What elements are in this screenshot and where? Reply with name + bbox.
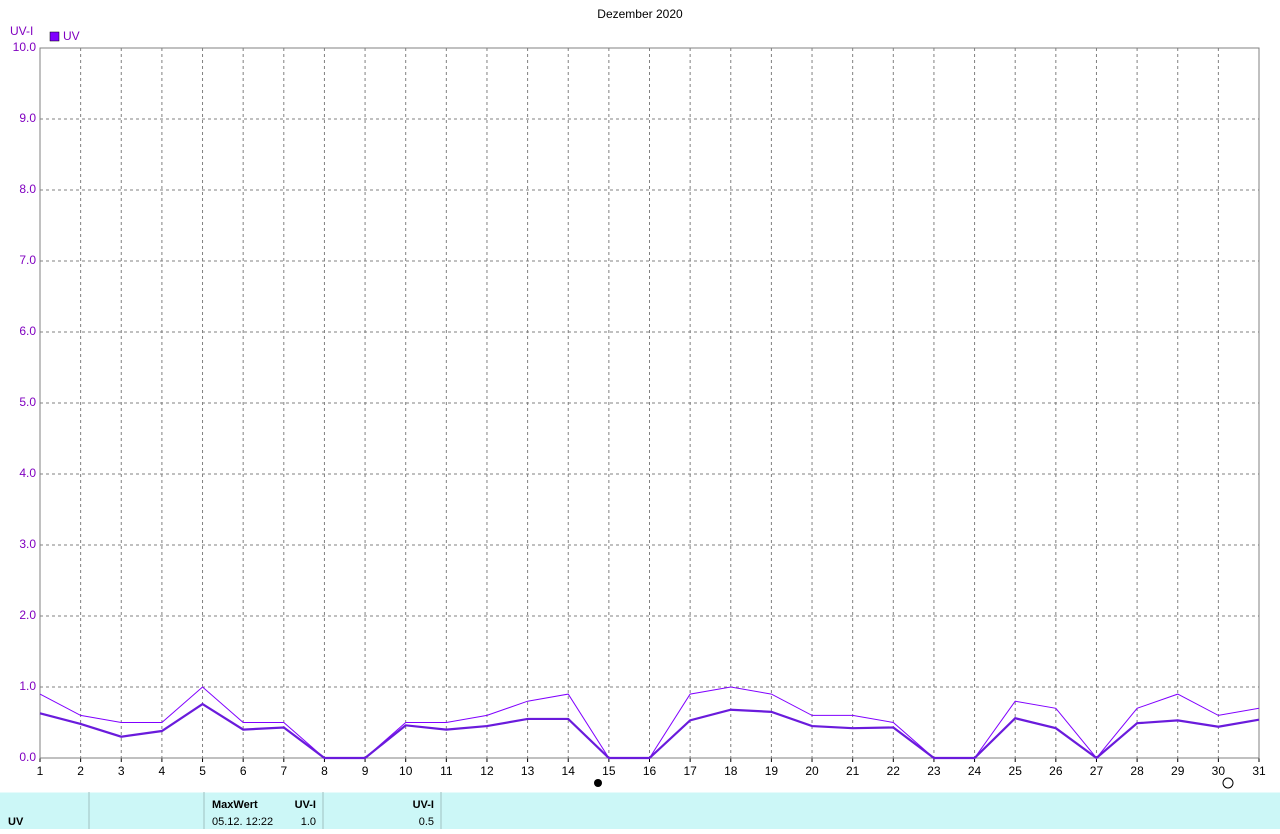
x-tick-label: 31 xyxy=(1252,764,1266,778)
x-tick-label: 15 xyxy=(602,764,616,778)
y-tick-label: 7.0 xyxy=(19,253,36,267)
x-tick-label: 19 xyxy=(765,764,779,778)
y-tick-label: 5.0 xyxy=(19,395,36,409)
plot: 0.01.02.03.04.05.06.07.08.09.010.01 2 3 4 5 6… xyxy=(13,40,1266,778)
x-tick-label: 14 xyxy=(562,764,576,778)
x-tick-label: 4 xyxy=(159,764,166,778)
x-tick-label: 2 xyxy=(77,764,84,778)
x-tick-label: 6 xyxy=(240,764,247,778)
x-tick-label: 1 xyxy=(37,764,44,778)
row-label: UV xyxy=(8,816,24,828)
x-tick-label: 10 xyxy=(399,764,413,778)
y-tick-label: 10.0 xyxy=(13,40,37,54)
x-tick-label: 5 xyxy=(199,764,206,778)
legend-label: UV xyxy=(63,29,80,43)
x-tick-label: 23 xyxy=(927,764,941,778)
y-axis-label: UV-I xyxy=(10,24,33,38)
x-tick-label: 12 xyxy=(480,764,494,778)
x-tick-label: 17 xyxy=(683,764,697,778)
x-tick-label: 16 xyxy=(643,764,657,778)
avg-value: 0.5 xyxy=(419,816,434,828)
x-tick-label: 8 xyxy=(321,764,328,778)
x-tick-label: 9 xyxy=(362,764,369,778)
y-tick-label: 4.0 xyxy=(19,466,36,480)
x-tick-label: 20 xyxy=(805,764,819,778)
x-tick-label: 28 xyxy=(1130,764,1144,778)
series-line xyxy=(39,702,1260,760)
y-tick-label: 1.0 xyxy=(19,679,36,693)
y-tick-label: 2.0 xyxy=(19,608,36,622)
max-value: 1.0 xyxy=(301,816,316,828)
x-tick-label: 27 xyxy=(1090,764,1104,778)
max-unit: UV-I xyxy=(295,799,316,811)
legend: UV xyxy=(49,29,80,43)
max-time: 05.12. 12:22 xyxy=(212,816,273,828)
table-background xyxy=(0,792,1280,829)
max-header: MaxWert xyxy=(212,799,258,811)
x-tick-label: 11 xyxy=(440,764,453,778)
y-tick-label: 8.0 xyxy=(19,182,36,196)
x-tick-label: 7 xyxy=(280,764,287,778)
x-tick-label: 22 xyxy=(887,764,901,778)
x-tick-label: 26 xyxy=(1049,764,1063,778)
x-tick-label: 25 xyxy=(1009,764,1023,778)
y-tick-label: 0.0 xyxy=(19,750,36,764)
x-tick-label: 24 xyxy=(968,764,982,778)
legend-swatch xyxy=(49,31,60,42)
avg-unit: UV-I xyxy=(413,799,434,811)
new-moon-icon xyxy=(1222,777,1234,789)
y-tick-label: 9.0 xyxy=(19,111,36,125)
full-moon-icon xyxy=(594,779,602,787)
x-tick-label: 18 xyxy=(724,764,738,778)
x-tick-label: 21 xyxy=(846,764,860,778)
x-tick-label: 29 xyxy=(1171,764,1185,778)
chart-title: Dezember 2020 xyxy=(597,7,683,21)
x-tick-label: 3 xyxy=(118,764,125,778)
x-tick-label: 30 xyxy=(1212,764,1226,778)
y-tick-label: 3.0 xyxy=(19,537,36,551)
y-tick-label: 6.0 xyxy=(19,324,36,338)
summary-table: UV MaxWert UV-I 05.12. 12:22 1.0 UV-I 0.… xyxy=(0,791,1280,829)
x-tick-label: 13 xyxy=(521,764,535,778)
